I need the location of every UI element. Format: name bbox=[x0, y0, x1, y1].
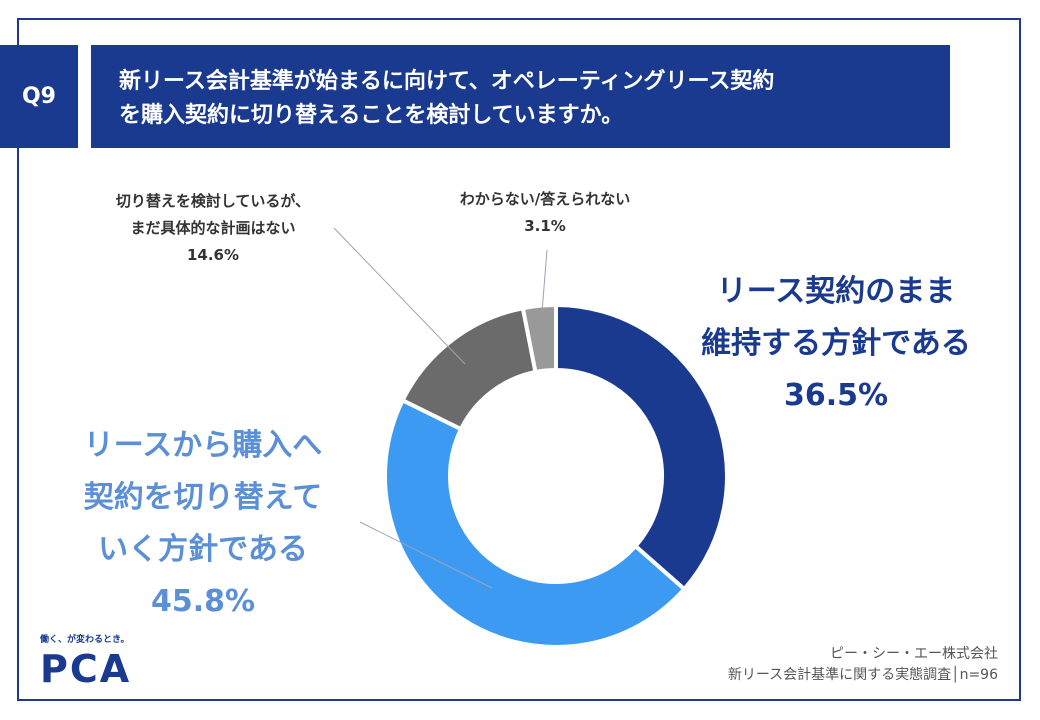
label-unknown-line1: わからない/答えられない bbox=[459, 190, 631, 208]
chart-frame bbox=[17, 18, 1021, 701]
label-maintain-line1: リース契約のまま bbox=[716, 274, 956, 309]
source-company: ピー・シー・エー株式会社 bbox=[830, 646, 998, 662]
chart-title: 新リース会計基準が始まるに向けて、オペレーティングリース契約 を購入契約に切り替… bbox=[91, 45, 950, 148]
pca-logo: 働く、が変わるとき。 PCA bbox=[40, 632, 131, 689]
label-considering-line1: 切り替えを検討しているが、 bbox=[115, 192, 311, 210]
leader-line-switch bbox=[359, 521, 493, 589]
slice-unknown bbox=[520, 302, 558, 375]
label-switch-line1: リースから購入へ bbox=[83, 428, 323, 463]
label-maintain: リース契約のまま 維持する方針である 36.5% bbox=[690, 266, 982, 422]
logo-tagline: 働く、が変わるとき。 bbox=[40, 635, 130, 645]
leader-line-considering bbox=[333, 227, 466, 365]
label-maintain-line2: 維持する方針である bbox=[701, 326, 971, 361]
label-switch-line2: 契約を切り替えて bbox=[83, 480, 323, 515]
title-line-2: を購入契約に切り替えることを検討していますか。 bbox=[119, 103, 624, 128]
source-note: ピー・シー・エー株式会社 新リース会計基準に関する実態調査│n=96 bbox=[728, 644, 998, 686]
title-line-1: 新リース会計基準が始まるに向けて、オペレーティングリース契約 bbox=[119, 69, 775, 94]
slice-maintain bbox=[554, 302, 729, 592]
slice-considering bbox=[399, 305, 538, 432]
label-maintain-pct: 36.5% bbox=[783, 378, 889, 413]
label-switch-line3: いく方針である bbox=[98, 532, 308, 567]
label-unknown: わからない/答えられない 3.1% bbox=[435, 186, 655, 240]
source-survey: 新リース会計基準に関する実態調査│n=96 bbox=[727, 667, 998, 683]
label-unknown-pct: 3.1% bbox=[524, 217, 566, 235]
label-considering-line2: まだ具体的な計画はない bbox=[130, 219, 296, 237]
label-considering: 切り替えを検討しているが、 まだ具体的な計画はない 14.6% bbox=[88, 188, 338, 269]
label-switch: リースから購入へ 契約を切り替えて いく方針である 45.8% bbox=[62, 420, 344, 628]
leader-line-unknown bbox=[541, 249, 548, 313]
logo-name: PCA bbox=[40, 647, 132, 691]
label-considering-pct: 14.6% bbox=[186, 246, 240, 264]
question-badge: Q9 bbox=[0, 45, 78, 148]
slice-switch bbox=[383, 397, 688, 649]
label-switch-pct: 45.8% bbox=[150, 584, 256, 619]
